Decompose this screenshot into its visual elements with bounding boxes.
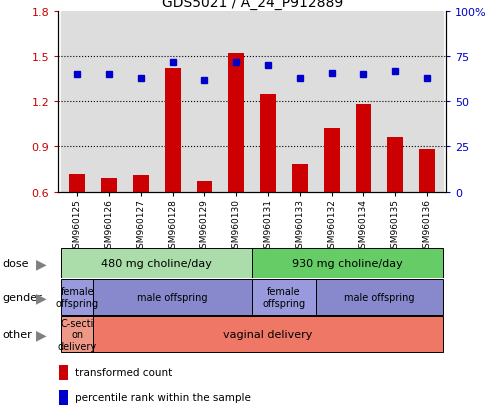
Bar — [316, 280, 443, 315]
Title: GDS5021 / A_24_P912889: GDS5021 / A_24_P912889 — [162, 0, 343, 10]
Bar — [252, 280, 316, 315]
Text: male offspring: male offspring — [138, 292, 208, 302]
Text: female
offspring: female offspring — [56, 287, 99, 308]
Bar — [125, 12, 157, 192]
Bar — [93, 280, 252, 315]
Text: 480 mg choline/day: 480 mg choline/day — [102, 258, 212, 268]
Bar — [70, 174, 85, 192]
Bar — [419, 150, 435, 192]
Text: transformed count: transformed count — [75, 368, 173, 377]
Text: male offspring: male offspring — [344, 292, 415, 302]
Bar — [348, 12, 380, 192]
Bar — [197, 182, 212, 192]
Bar — [228, 55, 244, 192]
Text: ▶: ▶ — [36, 328, 47, 342]
Text: ▶: ▶ — [36, 290, 47, 304]
Text: female
offspring: female offspring — [262, 287, 306, 308]
Bar — [61, 317, 93, 352]
Bar — [133, 176, 149, 192]
Bar — [292, 165, 308, 192]
Bar — [387, 138, 403, 192]
Bar — [61, 248, 252, 278]
Bar — [101, 178, 117, 192]
Bar — [61, 280, 93, 315]
Text: C-secti
on
delivery: C-secti on delivery — [58, 318, 97, 351]
Text: 930 mg choline/day: 930 mg choline/day — [292, 258, 403, 268]
Bar — [252, 12, 284, 192]
Bar — [260, 95, 276, 192]
Bar — [380, 12, 411, 192]
Text: ▶: ▶ — [36, 256, 47, 270]
Bar — [324, 129, 340, 192]
Text: vaginal delivery: vaginal delivery — [223, 330, 313, 339]
Bar — [411, 12, 443, 192]
Bar — [284, 12, 316, 192]
Text: dose: dose — [2, 258, 29, 268]
Bar — [252, 248, 443, 278]
Bar — [355, 105, 371, 192]
Bar — [316, 12, 348, 192]
Text: percentile rank within the sample: percentile rank within the sample — [75, 392, 251, 402]
Bar — [220, 12, 252, 192]
Bar — [61, 12, 93, 192]
Text: other: other — [2, 330, 32, 339]
Bar — [165, 69, 180, 192]
Bar — [93, 12, 125, 192]
Bar — [188, 12, 220, 192]
Bar — [157, 12, 188, 192]
Text: gender: gender — [2, 292, 42, 302]
